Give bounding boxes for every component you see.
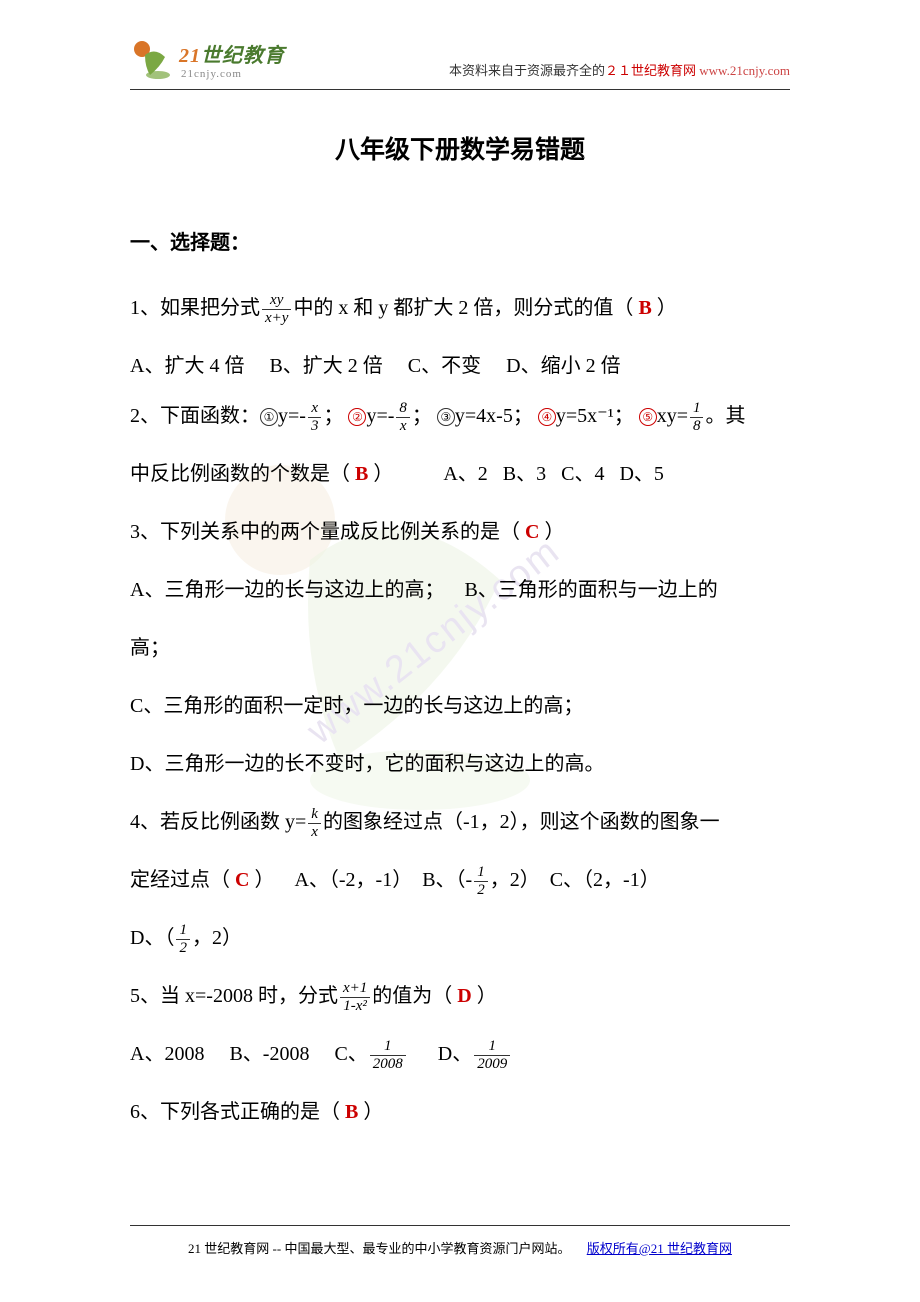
q2-opt-a: A、2: [443, 463, 487, 485]
circled-1: ①: [260, 408, 278, 426]
q5-opt-b: B、-2008: [229, 1043, 309, 1065]
fraction: 12: [176, 922, 190, 957]
question-5: 5、当 x=-2008 时，分式x+11-x²的值为（ D ）: [130, 971, 790, 1021]
fraction: 12: [474, 864, 488, 899]
q5-prefix: 5、当 x=-2008 时，分式: [130, 985, 338, 1007]
q3-prefix: 3、下列关系中的两个量成反比例关系的是（: [130, 521, 520, 543]
page-footer: 21 世纪教育网 -- 中国最大型、最专业的中小学教育资源门户网站。 版权所有@…: [130, 1225, 790, 1257]
q4-answer: C: [235, 869, 249, 891]
question-3: 3、下列关系中的两个量成反比例关系的是（ C ）: [130, 507, 790, 557]
q1-opt-c: C、不变: [408, 355, 481, 377]
q3-opt-a: A、三角形一边的长与这边上的高；: [130, 579, 444, 601]
circled-4: ④: [538, 408, 556, 426]
document-title: 八年级下册数学易错题: [130, 130, 790, 166]
logo-text-block: 21世纪教育 21cnjy.com: [179, 39, 285, 80]
fraction: 18: [690, 400, 704, 435]
q2-line2: 中反比例函数的个数是（ B ） A、2 B、3 C、4 D、5: [130, 449, 790, 499]
q4-opt-c: C、（2，-1）: [550, 869, 660, 891]
question-2: 2、下面函数：①y=-x3； ②y=-8x； ③y=4x-5； ④y=5x⁻¹；…: [130, 391, 790, 441]
q2-opt-d: D、5: [619, 463, 663, 485]
header-prefix: 本资料来自于资源最齐全的: [449, 63, 605, 78]
page-header: 21世纪教育 21cnjy.com 本资料来自于资源最齐全的２１世纪教育网 ww…: [130, 30, 790, 90]
q3-options-line1: A、三角形一边的长与这边上的高； B、三角形的面积与一边上的: [130, 565, 790, 615]
q5-opt-d: D、: [438, 1043, 472, 1065]
circled-5: ⑤: [639, 408, 657, 426]
fraction: x3: [308, 400, 322, 435]
fraction: 8x: [396, 400, 410, 435]
q4-opt-d: D、（12，2）: [130, 913, 790, 963]
q6-answer: B: [345, 1101, 358, 1123]
q1-options: A、扩大 4 倍 B、扩大 2 倍 C、不变 D、缩小 2 倍: [130, 341, 790, 391]
q2-answer: B: [355, 463, 368, 485]
fraction: 12008: [370, 1038, 406, 1073]
header-source-text: 本资料来自于资源最齐全的２１世纪教育网 www.21cnjy.com: [449, 60, 790, 79]
q2-prefix: 2、下面函数：: [130, 405, 260, 427]
q1-suffix: ）: [657, 297, 677, 319]
q1-opt-a: A、扩大 4 倍: [130, 355, 244, 377]
site-logo: 21世纪教育 21cnjy.com: [130, 37, 285, 82]
header-brand-red: ２１世纪教育网: [605, 63, 696, 78]
q5-options: A、2008 B、-2008 C、12008 D、12009: [130, 1029, 790, 1079]
question-4: 4、若反比例函数 y=kx的图象经过点（-1，2），则这个函数的图象一: [130, 797, 790, 847]
q3-opt-b: B、三角形的面积与一边上的: [464, 579, 717, 601]
header-url[interactable]: www.21cnjy.com: [699, 63, 790, 78]
q3-opt-c: C、三角形的面积一定时，一边的长与这边上的高；: [130, 681, 790, 731]
logo-brand: 世纪教育: [201, 45, 285, 67]
footer-text: 21 世纪教育网 -- 中国最大型、最专业的中小学教育资源门户网站。: [188, 1241, 570, 1256]
fraction: x+11-x²: [340, 980, 370, 1015]
fraction: xyx+y: [262, 292, 291, 327]
q1-opt-b: B、扩大 2 倍: [269, 355, 382, 377]
logo-domain: 21cnjy.com: [181, 68, 285, 80]
section-heading: 一、选择题：: [130, 226, 790, 255]
fraction: 12009: [474, 1038, 510, 1073]
q5-answer: D: [457, 985, 471, 1007]
question-6: 6、下列各式正确的是（ B ）: [130, 1087, 790, 1137]
q5-opt-a: A、2008: [130, 1043, 204, 1065]
q4-prefix: 4、若反比例函数 y=: [130, 811, 306, 833]
q1-mid: 中的 x 和 y 都扩大 2 倍，则分式的值（: [293, 297, 633, 319]
logo-number: 21: [179, 45, 201, 67]
q2-opt-c: C、4: [561, 463, 604, 485]
q3-opt-b-cont: 高；: [130, 623, 790, 673]
q5-opt-c: C、: [334, 1043, 367, 1065]
q6-prefix: 6、下列各式正确的是（: [130, 1101, 340, 1123]
circled-2: ②: [348, 408, 366, 426]
q2-opt-b: B、3: [503, 463, 546, 485]
circled-3: ③: [437, 408, 455, 426]
q1-opt-d: D、缩小 2 倍: [506, 355, 620, 377]
document-content: 八年级下册数学易错题 一、选择题： 1、如果把分式xyx+y中的 x 和 y 都…: [130, 110, 790, 1202]
logo-icon: [130, 37, 175, 82]
fraction: kx: [308, 806, 321, 841]
q3-opt-d: D、三角形一边的长不变时，它的面积与这边上的高。: [130, 739, 790, 789]
q4-line2: 定经过点（ C ） A、（-2，-1） B、（-12，2） C、（2，-1）: [130, 855, 790, 905]
q4-opt-a: A、（-2，-1）: [294, 869, 412, 891]
question-1: 1、如果把分式xyx+y中的 x 和 y 都扩大 2 倍，则分式的值（ B ）: [130, 283, 790, 333]
q4-opt-b: B、（-: [422, 869, 472, 891]
footer-link[interactable]: 版权所有@21 世纪教育网: [587, 1241, 732, 1256]
q1-answer: B: [638, 297, 651, 319]
q3-answer: C: [525, 521, 539, 543]
q1-prefix: 1、如果把分式: [130, 297, 260, 319]
